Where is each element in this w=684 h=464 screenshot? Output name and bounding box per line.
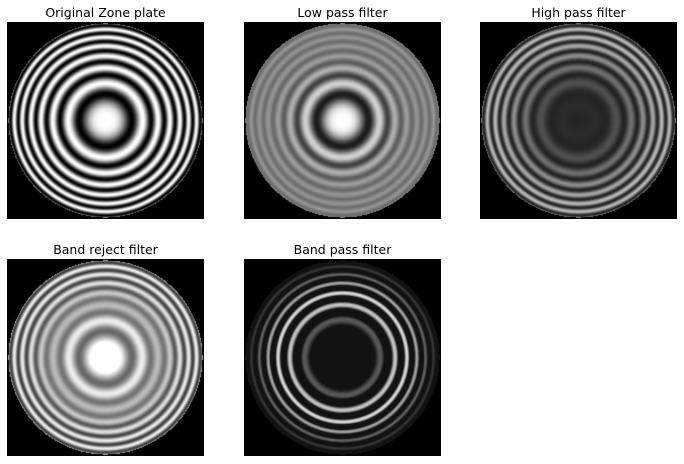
zone-plate-image-low-pass [244,22,441,219]
panel-original-zone-plate: Original Zone plate [7,4,204,219]
panel-title: Low pass filter [297,5,388,20]
panel-band-pass-filter: Band pass filter [244,241,441,456]
panel-title: High pass filter [531,5,626,20]
panel-high-pass-filter: High pass filter [480,4,677,219]
panel-title: Original Zone plate [45,5,166,20]
zone-plate-image-band-reject [7,259,204,456]
panel-title: Band reject filter [53,242,158,257]
zone-plate-image-original [7,22,204,219]
zone-plate-image-high-pass [480,22,677,219]
panel-low-pass-filter: Low pass filter [244,4,441,219]
panel-band-reject-filter: Band reject filter [7,241,204,456]
panel-title: Band pass filter [293,242,392,257]
zone-plate-image-band-pass [244,259,441,456]
